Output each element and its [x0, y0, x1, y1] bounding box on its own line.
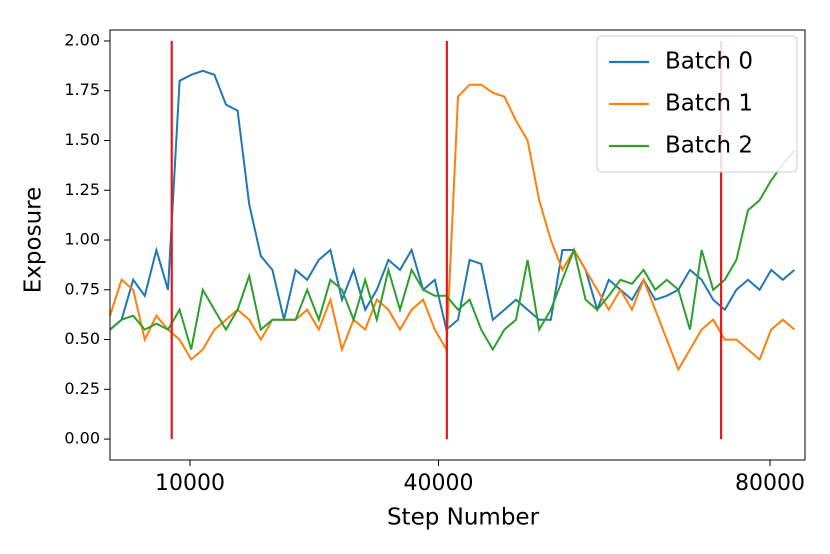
y-tick-label: 1.00: [64, 230, 100, 249]
y-tick-label: 1.50: [64, 130, 100, 149]
y-tick-label: 0.25: [64, 379, 100, 398]
plot-frame: [109, 29, 806, 461]
x-tick-label: 10000: [155, 471, 225, 496]
series-line: [109, 69, 796, 332]
y-tick-label: 0.00: [64, 429, 100, 448]
y-tick-label: 2.00: [64, 30, 100, 49]
series-line: [109, 83, 796, 372]
y-tick-label: 1.25: [64, 180, 100, 199]
legend-label: Batch 0: [665, 49, 753, 75]
y-tick-label: 0.50: [64, 329, 100, 348]
y-tick-label: 1.75: [64, 80, 100, 99]
legend-label: Batch 1: [665, 91, 753, 117]
x-tick-label: 80000: [735, 471, 805, 496]
y-tick-label: 0.75: [64, 279, 100, 298]
x-axis-label: Step Number: [387, 505, 540, 531]
x-tick-label: 40000: [404, 471, 474, 496]
y-axis-label: Exposure: [21, 187, 47, 293]
legend-label: Batch 2: [665, 133, 753, 159]
legend-box: [596, 35, 798, 173]
series-line: [109, 149, 796, 352]
